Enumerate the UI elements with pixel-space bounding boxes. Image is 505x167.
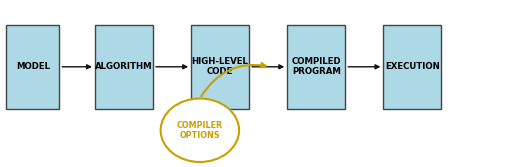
Text: COMPILER
OPTIONS: COMPILER OPTIONS [176, 121, 223, 140]
Text: MODEL: MODEL [16, 62, 50, 71]
Text: HIGH-LEVEL
CODE: HIGH-LEVEL CODE [191, 57, 248, 76]
Text: EXECUTION: EXECUTION [384, 62, 439, 71]
FancyBboxPatch shape [191, 25, 248, 109]
Text: ALGORITHM: ALGORITHM [95, 62, 153, 71]
Ellipse shape [161, 99, 239, 162]
FancyBboxPatch shape [7, 25, 60, 109]
FancyBboxPatch shape [95, 25, 153, 109]
Text: COMPILED
PROGRAM: COMPILED PROGRAM [291, 57, 340, 76]
FancyBboxPatch shape [383, 25, 440, 109]
FancyBboxPatch shape [287, 25, 344, 109]
